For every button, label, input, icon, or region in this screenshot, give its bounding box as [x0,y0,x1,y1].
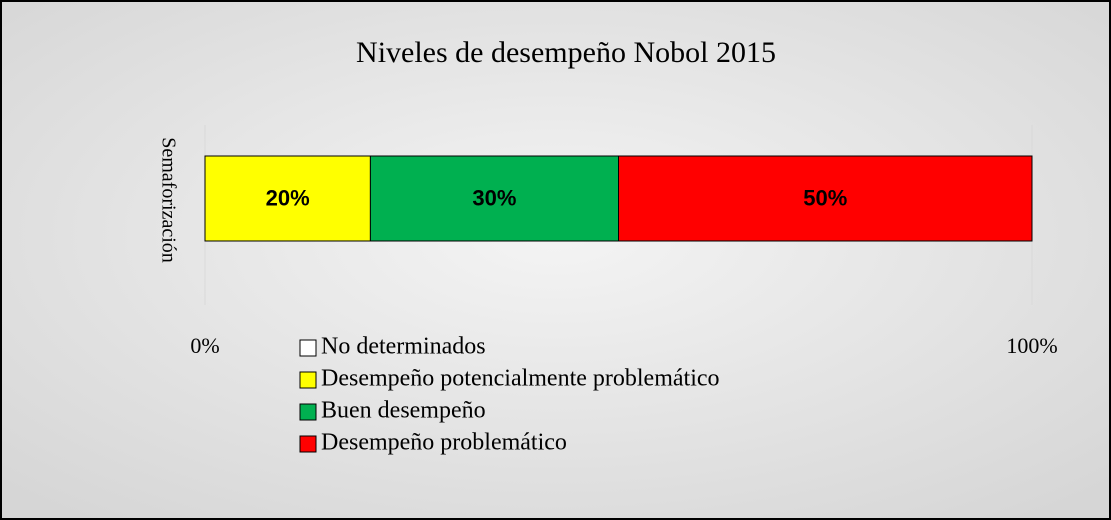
chart-title: Niveles de desempeño Nobol 2015 [356,36,776,69]
x-tick-label: 100% [1006,333,1057,358]
data-label: 20% [266,185,310,210]
bar-segment [204,155,371,242]
bar-segment [618,155,1033,242]
legend-label: No determinados [321,334,486,360]
data-label: 50% [803,185,847,210]
x-tick-label: 0% [190,333,219,358]
bar-segment [369,155,619,242]
legend-swatch [299,339,317,357]
legend-label: Buen desempeño [321,398,486,424]
legend-swatch [299,403,317,421]
legend-label: Desempeño problemático [321,430,567,456]
data-label: 30% [472,185,516,210]
legend-swatch [299,371,317,389]
legend-label: Desempeño potencialmente problemático [321,366,720,392]
y-axis-label: Semaforización [157,137,179,263]
legend-swatch [299,435,317,453]
